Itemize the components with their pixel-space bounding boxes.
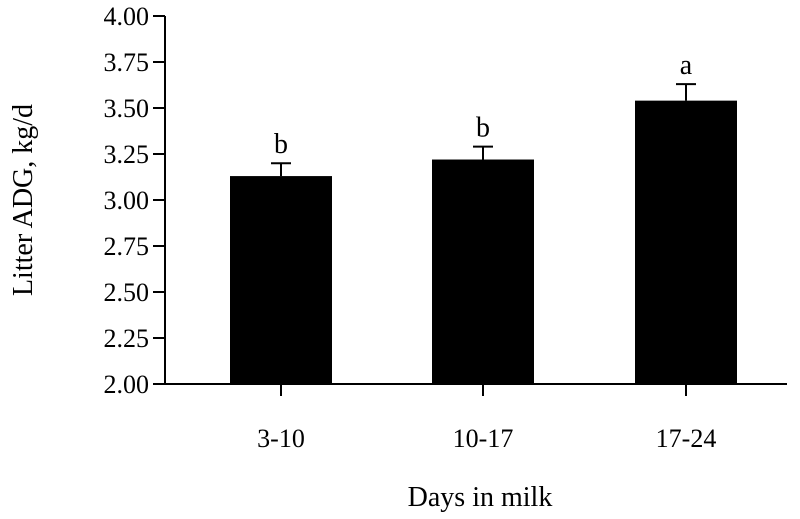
x-tick-label: 17-24 <box>656 424 717 453</box>
y-tick-label: 2.50 <box>104 278 150 307</box>
significance-label: b <box>274 129 288 160</box>
x-axis-title: Days in milk <box>408 482 553 513</box>
y-tick-label: 2.25 <box>104 324 150 353</box>
y-tick-label: 3.75 <box>104 48 150 77</box>
y-axis-ticks: 2.00 2.25 2.50 2.75 3.00 3.25 3.50 3.75 4.00 <box>104 2 165 399</box>
x-axis-ticks: 3-10 10-17 17-24 <box>257 384 716 453</box>
y-axis-title: Litter ADG, kg/d <box>8 104 39 296</box>
y-tick-label: 3.25 <box>104 140 150 169</box>
bars: b b a <box>230 50 737 384</box>
bar-10-17 <box>432 159 534 384</box>
y-tick-label: 4.00 <box>104 2 150 31</box>
y-tick-label: 3.50 <box>104 94 150 123</box>
bar-3-10 <box>230 176 332 384</box>
x-tick-label: 10-17 <box>453 424 514 453</box>
y-tick-label: 2.75 <box>104 232 150 261</box>
significance-label: a <box>680 50 693 81</box>
y-tick-label: 3.00 <box>104 186 150 215</box>
x-tick-label: 3-10 <box>257 424 305 453</box>
y-tick-label: 2.00 <box>104 370 150 399</box>
significance-label: b <box>476 113 490 144</box>
bar-17-24 <box>635 100 737 384</box>
